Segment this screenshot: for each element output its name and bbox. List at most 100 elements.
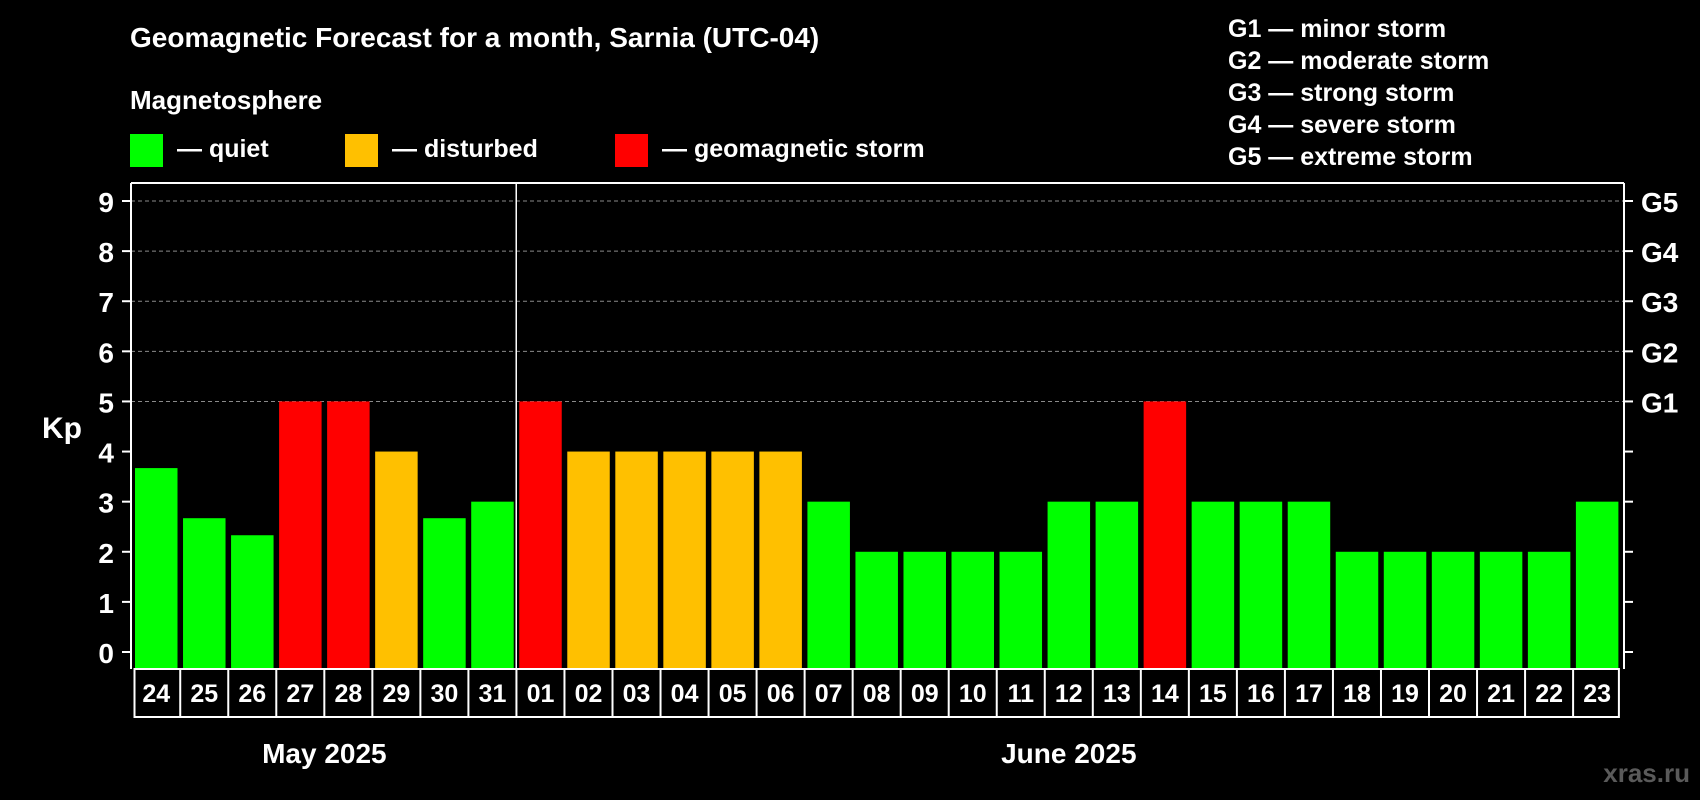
bar-25 [183,518,226,668]
legend-label-1: — disturbed [392,135,538,163]
storm-scale-item-4: G5 — extreme storm [1228,143,1473,171]
x-tick-label-19: 19 [1391,680,1419,708]
x-tick-label-03: 03 [623,680,651,708]
legend-swatch-2 [615,134,648,167]
bar-27 [279,401,322,668]
bar-01 [519,401,562,668]
bar-17 [1287,501,1331,668]
x-tick-label-06: 06 [767,680,795,708]
x-tick-label-07: 07 [815,680,843,708]
y-axis-label: Kp [42,412,82,445]
bar-15 [1191,501,1235,668]
bars [135,401,1619,668]
x-tick-label-24: 24 [142,680,170,708]
month-labels: May 2025 June 2025 [262,738,1136,769]
storm-scale-item-1: G2 — moderate storm [1228,47,1489,75]
bar-29 [375,451,418,668]
bar-02 [567,451,610,668]
bar-19 [1383,551,1427,668]
bar-20 [1431,551,1475,668]
bar-28 [327,401,370,668]
x-axis: 24 25 26 27 28 29 30 31 01 02 03 04 05 06 07 08 09 10 11 12… [133,668,1620,718]
x-tick-label-17: 17 [1295,680,1323,708]
storm-scale-item-3: G4 — severe storm [1228,111,1456,139]
x-axis-box [133,668,1620,718]
bar-11 [999,551,1043,668]
x-tick-label-28: 28 [334,680,362,708]
bar-08 [855,551,898,668]
x-tick-label-21: 21 [1487,680,1515,708]
storm-scale-item-0: G1 — minor storm [1228,15,1446,43]
bar-05 [711,451,754,668]
x-tick-label-08: 08 [863,680,891,708]
bar-03 [615,451,658,668]
y-tick-label-7: 7 [98,287,114,318]
x-tick-label-23: 23 [1583,680,1611,708]
x-tick-label-13: 13 [1103,680,1131,708]
y-axis: 0 1 2 3 4 5 6 7 8 9 [98,187,131,669]
legend-swatch-0 [130,134,163,167]
x-tick-label-25: 25 [190,680,218,708]
bar-26 [231,535,274,668]
chart-title: Geomagnetic Forecast for a month, Sarnia… [130,22,819,53]
y-tick-label-6: 6 [98,337,114,368]
legend-label-2: — geomagnetic storm [662,135,925,163]
legend-label-0: — quiet [177,135,269,163]
x-tick-label-12: 12 [1055,680,1083,708]
bar-31 [471,501,514,668]
right-label-G4: G4 [1641,237,1679,268]
x-tick-label-30: 30 [431,680,459,708]
month-label-0: May 2025 [262,738,387,769]
x-tick-label-20: 20 [1439,680,1467,708]
x-tick-label-18: 18 [1343,680,1371,708]
bar-04 [663,451,706,668]
right-axis: G1 G2 G3 G4 G5 [1624,187,1679,653]
x-tick-label-02: 02 [575,680,603,708]
bar-24 [135,468,178,668]
bar-18 [1335,551,1379,668]
bar-14 [1143,401,1187,668]
bar-09 [903,551,946,668]
bar-21 [1479,551,1523,668]
x-tick-label-16: 16 [1247,680,1275,708]
y-tick-label-2: 2 [98,538,114,569]
x-tick-label-05: 05 [719,680,747,708]
y-tick-label-9: 9 [98,187,114,218]
x-tick-label-26: 26 [238,680,266,708]
x-tick-label-04: 04 [671,680,699,708]
right-label-G2: G2 [1641,337,1678,368]
y-tick-label-1: 1 [98,588,114,619]
plot-frame [130,182,1625,669]
bar-07 [807,501,850,668]
right-label-G1: G1 [1641,387,1678,418]
bar-16 [1239,501,1283,668]
x-tick-label-31: 31 [479,680,507,708]
x-tick-label-22: 22 [1535,680,1563,708]
x-tick-label-15: 15 [1199,680,1227,708]
legend: — quiet — disturbed — geomagnetic storm [130,134,925,167]
watermark: xras.ru [1603,758,1690,788]
x-tick-label-27: 27 [286,680,314,708]
bar-23 [1575,501,1619,668]
legend-title: Magnetosphere [130,85,322,115]
grid [131,200,1624,402]
storm-scale: G1 — minor storm G2 — moderate storm G3 — … [1228,15,1489,171]
y-tick-label-3: 3 [98,488,114,519]
x-tick-label-14: 14 [1151,680,1179,708]
right-label-G3: G3 [1641,287,1678,318]
x-tick-label-10: 10 [959,680,987,708]
bar-12 [1047,501,1091,668]
storm-scale-item-2: G3 — strong storm [1228,79,1454,107]
x-tick-label-09: 09 [911,680,939,708]
bar-13 [1095,501,1139,668]
x-tick-label-01: 01 [527,680,555,708]
y-tick-label-4: 4 [98,438,114,469]
bar-06 [759,451,802,668]
right-label-G5: G5 [1641,187,1678,218]
bar-30 [423,518,466,668]
legend-swatch-1 [345,134,378,167]
bar-22 [1527,551,1571,668]
y-tick-label-0: 0 [98,638,114,669]
month-label-1: June 2025 [1001,738,1136,769]
